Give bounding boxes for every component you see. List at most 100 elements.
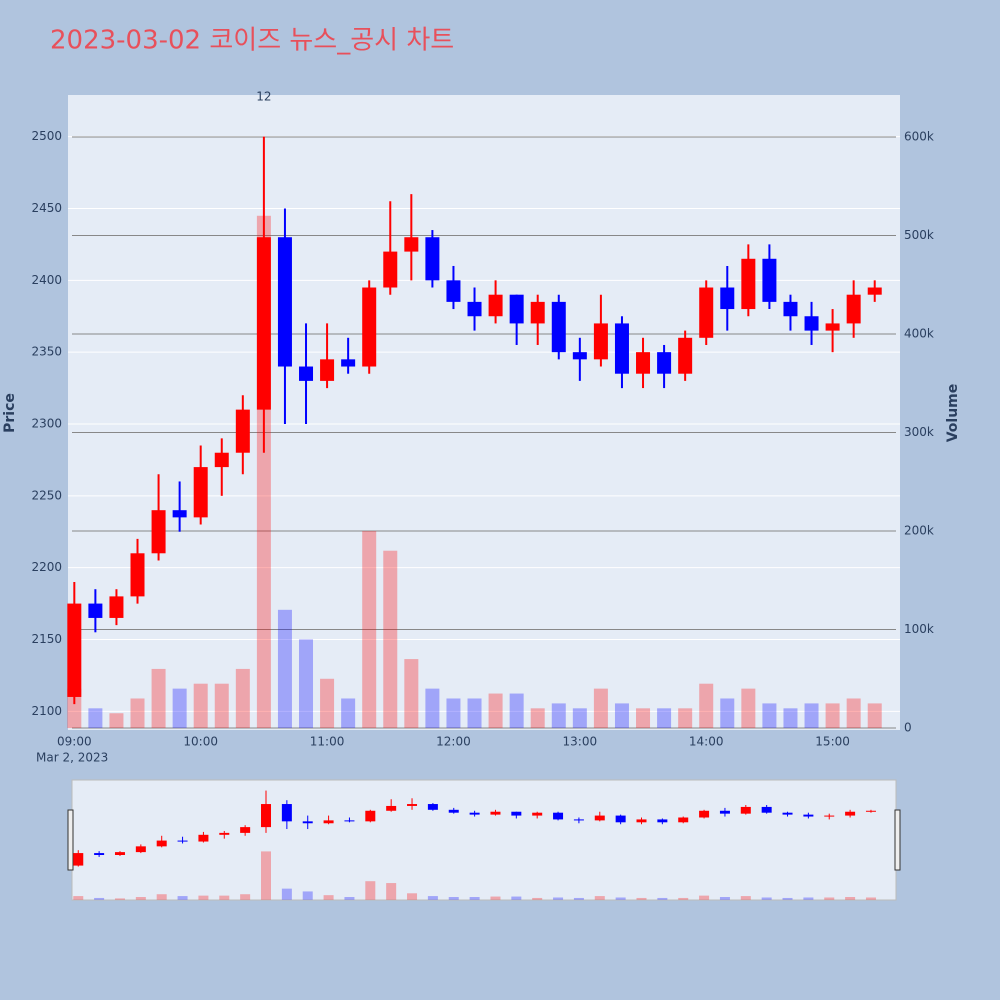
mini-candle-body [281, 804, 292, 822]
mini-volume-bar [240, 894, 251, 900]
annotation: 12 [256, 90, 271, 104]
y2-tick-label: 300k [904, 425, 934, 439]
mini-candle-body [407, 804, 418, 806]
mini-candle-body [323, 820, 334, 824]
volume-bar [678, 708, 693, 729]
mini-volume-bar [657, 897, 668, 900]
candle-body [678, 337, 693, 374]
candle-body [509, 294, 524, 324]
y-tick-label: 2200 [31, 560, 62, 574]
candle-body [299, 366, 314, 381]
mini-candle-body [865, 810, 876, 812]
volume-bar [720, 698, 735, 729]
y2-axis-title: Volume [945, 384, 961, 443]
mini-candle-body [803, 814, 814, 817]
plot-area [68, 95, 900, 730]
y2-tick-label: 200k [904, 524, 934, 538]
volume-bar [467, 698, 482, 729]
y-tick-label: 2400 [31, 273, 62, 287]
mini-volume-bar [386, 883, 397, 900]
y-tick-label: 2450 [31, 201, 62, 215]
mini-volume-bar [719, 897, 730, 900]
y2-tick-label: 600k [904, 129, 934, 143]
candle-body [762, 258, 777, 302]
candle-body [699, 287, 714, 338]
mini-candle-body [824, 815, 835, 817]
mini-volume-bar [511, 896, 522, 900]
candle-body [636, 352, 651, 374]
volume-bar [67, 688, 82, 729]
volume-bar [425, 688, 440, 729]
candle-body [277, 237, 292, 367]
volume-bar [657, 708, 672, 729]
y-tick-label: 2350 [31, 345, 62, 359]
candle-body [214, 452, 229, 468]
mini-candle-body [740, 806, 751, 814]
volume-bar [446, 698, 461, 729]
mini-volume-bar [678, 897, 689, 900]
x-tick-label: 10:00 [183, 735, 218, 749]
mini-volume-bar [219, 895, 230, 900]
y-tick-label: 2300 [31, 416, 62, 430]
range-slider[interactable] [71, 779, 897, 901]
x-tick-label: 13:00 [563, 735, 598, 749]
mini-volume-bar [615, 897, 626, 900]
mini-volume-bar [365, 881, 376, 900]
mini-candle-body [511, 811, 522, 816]
volume-bar [404, 659, 419, 729]
volume-bar [636, 708, 651, 729]
candle-body [235, 409, 250, 453]
volume-bar [235, 668, 250, 729]
candle-body [657, 352, 672, 374]
mini-volume-bar [845, 897, 856, 900]
mini-volume-bar [803, 897, 814, 900]
candle-body [530, 301, 545, 324]
mini-candle-body [198, 834, 209, 842]
volume-bar [804, 703, 819, 729]
mini-candle-body [490, 811, 501, 815]
mini-volume-bar [553, 897, 564, 900]
mini-volume-bar [302, 891, 313, 900]
candle-body [867, 287, 882, 295]
mini-volume-bar [156, 894, 167, 900]
mini-volume-bar [427, 896, 438, 900]
mini-volume-bar [323, 895, 334, 900]
mini-volume-bar [699, 895, 710, 900]
mini-candle-body [636, 819, 647, 823]
range-handle-right[interactable] [894, 809, 901, 871]
mini-candle-body [156, 840, 167, 847]
candle-body [67, 603, 82, 697]
candle-body [551, 301, 566, 353]
mini-candle-body [573, 819, 584, 821]
volume-bar [341, 698, 356, 729]
x-tick-label: 11:00 [310, 735, 345, 749]
mini-volume-bar [281, 888, 292, 900]
volume-bar [614, 703, 629, 729]
y2-tick-label: 0 [904, 721, 912, 735]
mini-volume-bar [261, 851, 272, 900]
volume-bar [825, 703, 840, 729]
volume-bar [277, 609, 292, 729]
candle-body [572, 352, 587, 360]
candle-body [741, 258, 756, 310]
range-handle-left[interactable] [67, 809, 74, 871]
mini-candle-body [302, 821, 313, 824]
mini-candle-body [219, 832, 230, 835]
y-axis-title: Price [2, 393, 18, 433]
candle-body [362, 287, 377, 367]
mini-volume-bar [740, 896, 751, 900]
candle-body [341, 359, 356, 367]
volume-bar [88, 708, 103, 729]
volume-bar [299, 639, 314, 729]
candle-body [804, 316, 819, 331]
mini-volume-bar [344, 897, 355, 900]
candle-body [151, 510, 166, 554]
mini-candle-body [782, 812, 793, 815]
mini-volume-bar [198, 895, 209, 900]
volume-bar [593, 688, 608, 729]
x-date-label: Mar 2, 2023 [36, 751, 108, 765]
y-tick-label: 2500 [31, 129, 62, 143]
volume-bar [741, 688, 756, 729]
volume-bar [130, 698, 145, 729]
volume-bar [109, 713, 124, 729]
